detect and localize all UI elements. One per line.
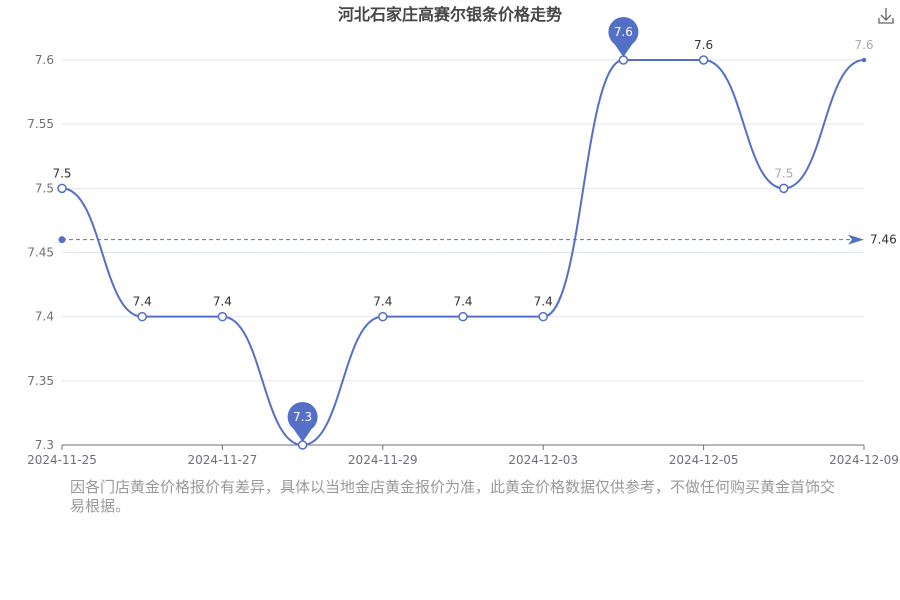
point [297,440,308,450]
x-tick-label: 2024-12-05 [669,453,739,467]
x-tick-label: 2024-12-03 [508,453,578,467]
data-label: 7.4 [133,295,152,309]
pin-label: 7.3 [293,410,312,424]
y-tick-label: 7.5 [35,181,54,195]
data-label: 7.6 [854,38,873,52]
data-label: 7.4 [453,295,472,309]
point [779,183,789,194]
x-tick-label: 2024-12-09 [829,453,899,467]
x-tick-label: 2024-11-29 [348,453,418,467]
x-tick-label: 2024-11-25 [27,453,97,467]
point [137,311,147,322]
y-tick-label: 7.55 [27,117,54,131]
footnote: 因各门店黄金价格报价有差异，具体以当地金店黄金报价为准，此黄金价格数据仅供参考，… [70,478,836,515]
line [61,58,865,447]
data-label: 7.4 [534,295,553,309]
pin-label: 7.6 [614,25,633,39]
download-glyph[interactable] [878,8,894,24]
average-label: 7.46 [870,233,897,247]
data-label: 7.4 [373,295,392,309]
point [538,311,548,322]
y-tick-label: 7.4 [35,310,54,324]
point [378,311,388,322]
chart-title: 河北石家庄高赛尔银条价格走势 [338,5,562,24]
pin [287,402,318,442]
chart: 河北石家庄高赛尔银条价格走势 7.3 7.35 7.4 7.45 7.5 7.55 7.6 2… [27,5,899,467]
x-tick-label: 2024-11-27 [188,453,258,467]
y-tick-label: 7.6 [35,53,54,67]
average-arrow [848,234,864,245]
point [57,183,67,194]
y-tick-label: 7.45 [27,246,54,260]
point [698,55,709,65]
point [458,311,468,322]
y-tick-label: 7.35 [27,374,54,388]
y-tick-label: 7.3 [35,438,54,452]
data-label: 7.5 [774,166,793,180]
data-label: 7.4 [213,295,232,309]
download-icon[interactable] [878,8,894,24]
point [217,311,228,322]
point [618,55,629,65]
average-start [58,236,66,244]
data-label: 7.6 [694,38,713,52]
point [861,57,867,63]
data-label: 7.5 [52,166,71,180]
pin [608,17,639,57]
